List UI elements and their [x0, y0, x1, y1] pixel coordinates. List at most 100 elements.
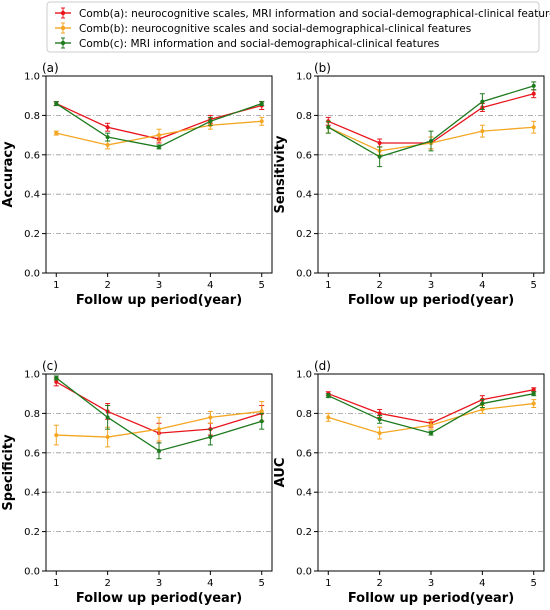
- data-point: [54, 131, 59, 136]
- y-tick-label: 0.4: [24, 190, 40, 201]
- series: [53, 375, 265, 460]
- x-tick-label: 2: [104, 280, 110, 291]
- legend-label: Comb(c): MRI information and social-demo…: [79, 38, 439, 50]
- series: [325, 391, 537, 436]
- data-point: [377, 417, 382, 422]
- data-point: [480, 99, 485, 104]
- data-point: [531, 125, 536, 130]
- legend-marker: [60, 40, 66, 46]
- legend-label: Comb(b): neurocognitive scales and socia…: [79, 23, 471, 35]
- x-tick-label: 3: [156, 578, 162, 589]
- chart-panel: 0.0 0.2 0.4 0.6 0.8 1.0 1 2 3 4 5 Follow up period(…: [273, 61, 545, 308]
- legend-frame: [46, 1, 540, 53]
- data-point: [429, 423, 433, 428]
- data-point: [54, 433, 59, 438]
- data-point: [326, 125, 331, 130]
- x-tick-label: 3: [428, 280, 434, 291]
- y-tick-label: 0.2: [296, 527, 312, 538]
- x-axis-label: Follow up period(year): [76, 591, 242, 606]
- x-tick-label: 5: [531, 280, 537, 291]
- data-point: [531, 387, 536, 392]
- x-tick-label: 5: [259, 280, 265, 291]
- series: [53, 401, 265, 448]
- x-tick-label: 2: [376, 578, 382, 589]
- data-point: [105, 435, 110, 440]
- data-point: [105, 125, 110, 130]
- panel-label: (c): [42, 359, 58, 373]
- y-axis-label: Accuracy: [1, 141, 16, 208]
- data-point: [377, 431, 382, 436]
- x-tick-label: 1: [325, 578, 331, 589]
- x-tick-label: 5: [259, 578, 265, 589]
- x-axis-label: Follow up period(year): [348, 591, 514, 606]
- legend-item: Comb(b): neurocognitive scales and socia…: [55, 22, 471, 35]
- y-tick-label: 0.6: [24, 448, 40, 459]
- data-point: [157, 427, 161, 432]
- data-point: [531, 91, 536, 96]
- legend-item: Comb(c): MRI information and social-demo…: [55, 37, 439, 50]
- x-tick-label: 4: [207, 578, 213, 589]
- data-point: [480, 401, 485, 406]
- data-point: [429, 139, 433, 144]
- plot-frame: [317, 75, 545, 274]
- data-point: [480, 129, 485, 134]
- y-tick-label: 1.0: [296, 370, 312, 381]
- series: [325, 81, 537, 168]
- series: [53, 101, 265, 150]
- y-tick-label: 0.8: [24, 409, 40, 420]
- data-point: [157, 144, 161, 149]
- x-tick-label: 3: [428, 578, 434, 589]
- y-axis-label: AUC: [273, 458, 288, 488]
- data-point: [531, 83, 536, 88]
- y-tick-label: 0.8: [24, 111, 40, 122]
- panel-label: (b): [314, 61, 331, 75]
- y-tick-label: 0.6: [296, 150, 312, 161]
- data-point: [105, 415, 110, 420]
- chart-panel: 0.0 0.2 0.4 0.6 0.8 1.0 1 2 3 4 5 Follow up period(…: [273, 359, 545, 606]
- y-tick-label: 0.4: [296, 488, 312, 499]
- data-point: [157, 133, 161, 138]
- plot-frame: [317, 373, 545, 572]
- x-tick-label: 4: [479, 280, 485, 291]
- data-point: [429, 431, 433, 436]
- y-tick-label: 0.2: [296, 229, 312, 240]
- data-point: [105, 142, 110, 147]
- y-tick-label: 1.0: [296, 72, 312, 83]
- legend-label: Comb(a): neurocognitive scales, MRI info…: [79, 8, 550, 20]
- x-tick-label: 3: [156, 280, 162, 291]
- y-tick-label: 0.4: [24, 488, 40, 499]
- plot-frame: [45, 373, 273, 572]
- legend-item: Comb(a): neurocognitive scales, MRI info…: [55, 7, 550, 20]
- data-point: [54, 101, 59, 106]
- x-tick-label: 1: [325, 280, 331, 291]
- panel-label: (d): [314, 359, 331, 373]
- y-tick-label: 0.0: [24, 269, 40, 280]
- data-point: [54, 379, 59, 384]
- legend-marker: [60, 25, 66, 31]
- x-tick-label: 1: [53, 280, 59, 291]
- y-tick-label: 0.6: [296, 448, 312, 459]
- data-point: [531, 401, 536, 406]
- y-tick-label: 0.2: [24, 527, 40, 538]
- chart-panel: 0.0 0.2 0.4 0.6 0.8 1.0 1 2 3 4 5 Follow up period(…: [1, 359, 273, 606]
- data-point: [259, 409, 264, 414]
- panel-label: (a): [42, 61, 59, 75]
- data-point: [208, 415, 213, 420]
- data-point: [326, 393, 331, 398]
- y-tick-label: 1.0: [24, 370, 40, 381]
- data-point: [54, 375, 59, 380]
- data-point: [377, 411, 382, 416]
- x-tick-label: 1: [53, 578, 59, 589]
- data-point: [157, 448, 161, 453]
- x-axis-label: Follow up period(year): [76, 293, 242, 308]
- x-axis-label: Follow up period(year): [348, 293, 514, 308]
- x-tick-label: 2: [104, 578, 110, 589]
- y-tick-label: 0.2: [24, 229, 40, 240]
- data-point: [259, 101, 264, 106]
- data-point: [208, 435, 213, 440]
- data-point: [377, 140, 382, 145]
- x-tick-label: 4: [207, 280, 213, 291]
- y-tick-label: 0.8: [296, 409, 312, 420]
- data-point: [326, 415, 331, 420]
